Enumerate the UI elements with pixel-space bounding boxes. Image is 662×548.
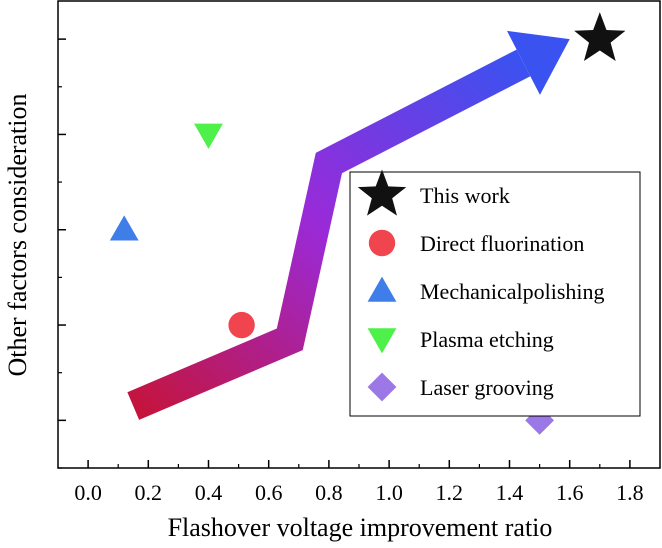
x-tick-label: 1.8 <box>616 480 644 505</box>
legend-label-plasma-etching: Plasma etching <box>420 327 554 352</box>
legend-marker-plasma-etching <box>367 328 397 354</box>
x-tick-label: 0.0 <box>74 480 102 505</box>
legend: This work Direct fluorination Mechanicalpo… <box>349 169 641 417</box>
x-axis-ticks: 0.0 0.2 0.4 0.6 0.8 1.0 1.2 1.4 1.6 1.8 <box>74 460 644 505</box>
trend-arrow-body <box>127 49 531 420</box>
legend-marker-this-work <box>357 169 407 216</box>
point-this-work <box>574 12 626 61</box>
x-tick-label: 1.6 <box>556 480 584 505</box>
x-tick-label: 0.2 <box>135 480 163 505</box>
legend-marker-direct-fluorination <box>368 229 396 257</box>
legend-label-direct-fluorination: Direct fluorination <box>420 231 584 256</box>
x-tick-label: 0.8 <box>315 480 343 505</box>
y-axis-ticks <box>58 38 66 469</box>
legend-marker-mechanicalpolishing <box>367 276 397 302</box>
point-direct-fluorination <box>228 311 255 339</box>
legend-marker-laser-grooving <box>367 372 397 402</box>
legend-label-this-work: This work <box>420 183 510 208</box>
x-axis-title: Flashover voltage improvement ratio <box>168 513 553 542</box>
x-tick-label: 1.4 <box>496 480 524 505</box>
legend-box <box>349 171 641 417</box>
trend-arrow-head <box>506 30 570 95</box>
x-tick-label: 1.0 <box>375 480 403 505</box>
legend-label-laser-grooving: Laser grooving <box>420 375 554 400</box>
y-axis-title: Other factors consideration <box>3 93 32 376</box>
x-tick-label: 0.6 <box>255 480 283 505</box>
point-plasma-etching <box>194 123 223 149</box>
point-mechanicalpolishing <box>109 215 139 241</box>
x-tick-label: 1.2 <box>436 480 464 505</box>
trend-arrow <box>127 30 570 420</box>
legend-label-mechanicalpolishing: Mechanicalpolishing <box>420 279 605 304</box>
x-tick-label: 0.4 <box>195 480 223 505</box>
